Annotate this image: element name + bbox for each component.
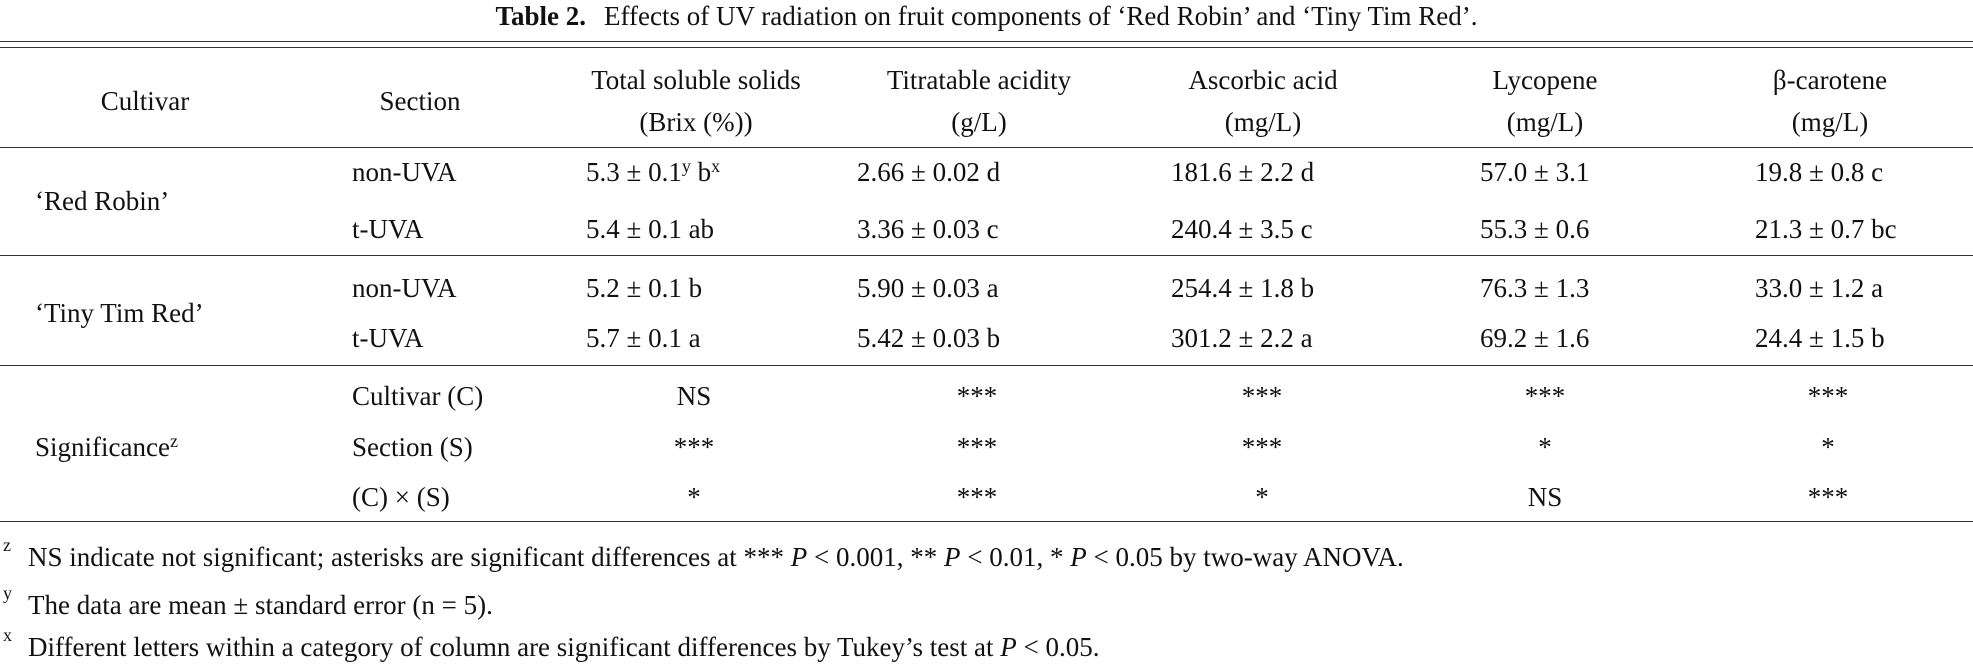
rule [0, 365, 1973, 366]
column-header: Cultivar [100, 86, 190, 116]
superscript: z [169, 431, 178, 451]
footnote-mark: z [3, 535, 11, 555]
footnote-mark: y [3, 583, 12, 603]
column-header: (Brix (%)) [639, 107, 753, 137]
significance-cell: *** [1807, 482, 1849, 512]
section-label: non-UVA [352, 273, 457, 303]
superscript: y [681, 156, 691, 176]
value-cell: 24.4 ± 1.5 b [1755, 323, 1885, 353]
text-part: NS indicate not significant; asterisks a… [28, 542, 791, 572]
italic: P [1000, 632, 1017, 662]
footnote-mark: x [3, 625, 12, 645]
significance-cell: *** [956, 381, 998, 411]
title-text: Effects of UV radiation on fruit compone… [604, 1, 1478, 31]
significance-cell: *** [1241, 432, 1283, 462]
superscript: x [711, 156, 721, 176]
column-header: (g/L) [951, 107, 1007, 137]
text-part: < 0.05. [1016, 632, 1100, 662]
column-header: Section [379, 86, 461, 116]
section-label: t-UVA [352, 214, 424, 244]
text-part: < 0.01, * [960, 542, 1071, 572]
rule [0, 47, 1973, 48]
value-cell: 301.2 ± 2.2 a [1171, 323, 1313, 353]
text-part: Different letters within a category of c… [28, 632, 1001, 662]
text-part: 5.3 ± 0.1 [586, 157, 682, 187]
value-cell: 5.4 ± 0.1 ab [586, 214, 715, 244]
effect-label: Cultivar (C) [352, 381, 484, 411]
value-cell: 5.2 ± 0.1 b [586, 273, 703, 303]
text-part: < 0.05 by two-way ANOVA. [1086, 542, 1404, 572]
table-title: Table 2. Effects of UV radiation on fruit… [496, 3, 1478, 30]
value-cell: 2.66 ± 0.02 d [857, 157, 1001, 187]
significance-cell: *** [1241, 381, 1283, 411]
italic: P [944, 542, 961, 572]
value-cell: 21.3 ± 0.7 bc [1755, 214, 1897, 244]
text-part: Significance [35, 432, 170, 462]
value-cell: 5.90 ± 0.03 a [857, 273, 999, 303]
value-cell: 254.4 ± 1.8 b [1171, 273, 1315, 303]
value-cell: 181.6 ± 2.2 d [1171, 157, 1315, 187]
column-header: Total soluble solids [591, 65, 801, 95]
value-cell: 76.3 ± 1.3 [1480, 273, 1590, 303]
italic: P [1070, 542, 1087, 572]
text-part: < 0.001, ** [807, 542, 945, 572]
effect-label: (C) × (S) [352, 482, 450, 512]
value-cell: 5.3 ± 0.1y bx [586, 156, 721, 187]
value-cell: 33.0 ± 1.2 a [1755, 273, 1884, 303]
rule [0, 255, 1973, 256]
title-label: Table 2. [495, 1, 587, 31]
column-header: Titratable acidity [886, 65, 1072, 95]
text-part: The data are mean ± standard error (n = … [28, 590, 493, 620]
value-cell: 19.8 ± 0.8 c [1755, 157, 1884, 187]
section-label: non-UVA [352, 157, 457, 187]
column-header: β-carotene [1772, 65, 1888, 95]
significance-cell: NS [1527, 482, 1563, 512]
footnote-text: Different letters within a category of c… [28, 634, 1099, 661]
text-part: b [690, 157, 712, 187]
italic: P [790, 542, 808, 572]
value-cell: 55.3 ± 0.6 [1480, 214, 1590, 244]
value-cell: 69.2 ± 1.6 [1480, 323, 1590, 353]
significance-cell: * [1255, 482, 1269, 512]
value-cell: 3.36 ± 0.03 c [857, 214, 999, 244]
column-header: (mg/L) [1224, 107, 1302, 137]
significance-cell: *** [956, 482, 998, 512]
cultivar-label: ‘Red Robin’ [35, 185, 170, 216]
rule [0, 147, 1973, 148]
significance-cell: * [1538, 432, 1552, 462]
value-cell: 5.7 ± 0.1 a [586, 323, 701, 353]
rule [0, 41, 1973, 42]
significance-cell: *** [673, 432, 715, 462]
value-cell: 240.4 ± 3.5 c [1171, 214, 1313, 244]
value-cell: 57.0 ± 3.1 [1480, 157, 1590, 187]
cultivar-label: ‘Tiny Tim Red’ [35, 298, 204, 328]
footnote-text: The data are mean ± standard error (n = … [28, 592, 493, 619]
effect-label: Section (S) [352, 432, 473, 462]
column-header: Lycopene [1492, 65, 1598, 95]
significance-cell: NS [676, 381, 712, 411]
column-header: Ascorbic acid [1188, 65, 1338, 95]
significance-cell: *** [1807, 381, 1849, 411]
rule [0, 521, 1973, 522]
footnote-text: NS indicate not significant; asterisks a… [28, 544, 1404, 571]
significance-cell: *** [1524, 381, 1566, 411]
significance-label: Significancez [35, 431, 178, 462]
column-header: (mg/L) [1506, 107, 1584, 137]
significance-cell: *** [956, 432, 998, 462]
significance-cell: * [687, 482, 701, 512]
section-label: t-UVA [352, 323, 424, 353]
column-header: (mg/L) [1791, 107, 1869, 137]
significance-cell: * [1821, 432, 1835, 462]
value-cell: 5.42 ± 0.03 b [857, 323, 1001, 353]
